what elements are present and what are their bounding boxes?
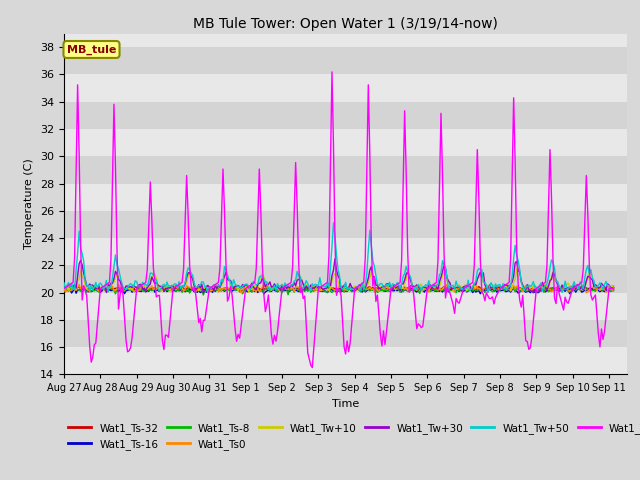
Bar: [64, 347, 627, 374]
Bar: [64, 293, 627, 320]
X-axis label: Time: Time: [332, 399, 359, 409]
Bar: [64, 238, 627, 265]
Bar: [64, 129, 627, 156]
Bar: [64, 47, 627, 74]
Bar: [64, 156, 627, 183]
Bar: [64, 74, 627, 102]
Y-axis label: Temperature (C): Temperature (C): [24, 158, 35, 250]
Bar: [64, 265, 627, 293]
Bar: [64, 183, 627, 211]
Bar: [64, 211, 627, 238]
Bar: [64, 102, 627, 129]
Bar: [64, 320, 627, 347]
Text: MB_tule: MB_tule: [67, 44, 116, 55]
Legend: Wat1_Ts-32, Wat1_Ts-16, Wat1_Ts-8, Wat1_Ts0, Wat1_Tw+10, Wat1_Tw+30, Wat1_Tw+50,: Wat1_Ts-32, Wat1_Ts-16, Wat1_Ts-8, Wat1_…: [64, 419, 640, 454]
Title: MB Tule Tower: Open Water 1 (3/19/14-now): MB Tule Tower: Open Water 1 (3/19/14-now…: [193, 17, 498, 31]
